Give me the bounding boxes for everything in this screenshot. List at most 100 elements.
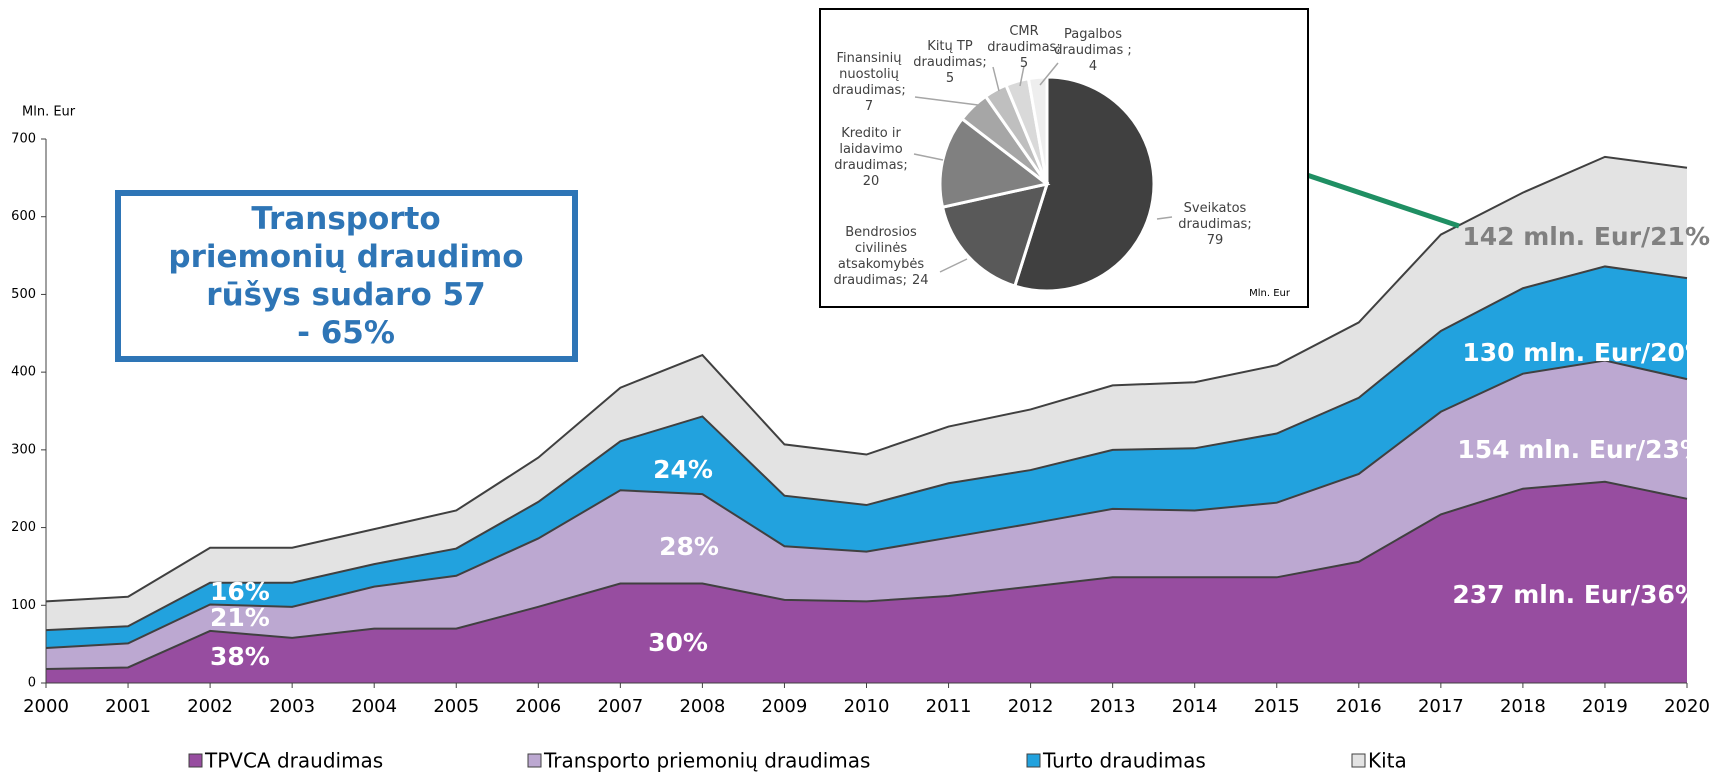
- y-tick-label: 400: [11, 365, 36, 380]
- y-tick-label: 200: [11, 520, 36, 535]
- area: [46, 266, 1687, 649]
- x-tick-label: 2005: [433, 696, 479, 717]
- pie-slice: [938, 116, 1051, 209]
- x-tick-label: 2016: [1336, 696, 1382, 717]
- x-tick-label: 2006: [515, 696, 561, 717]
- pie-label: Bendrosios civilinės atsakomybės draudimas;…: [834, 225, 929, 288]
- y-tick-label: 600: [11, 209, 36, 224]
- legend-label: Transporto priemonių draudimas: [543, 749, 870, 773]
- legend-label: TPVCA draudimas: [204, 749, 383, 773]
- x-tick-label: 2012: [1008, 696, 1054, 717]
- legend-swatch: [1026, 753, 1041, 768]
- x-tick-label: 2002: [187, 696, 233, 717]
- leader-line: [1019, 65, 1025, 87]
- x-tick-label: 2020: [1664, 696, 1710, 717]
- legend-swatch: [188, 753, 203, 768]
- pie-label-line: draudimas ;: [1054, 43, 1132, 58]
- pie-label-line: nuostolių: [839, 67, 899, 82]
- pie-label-line: draudimas;: [834, 273, 907, 288]
- x-tick-label: 2014: [1172, 696, 1218, 717]
- annotation: 16%: [210, 577, 270, 606]
- pie-value: 24: [912, 273, 929, 288]
- x-tick-label: 2017: [1418, 696, 1464, 717]
- annotation: 142 mln. Eur/21%: [1462, 222, 1710, 251]
- pie-label: Finansinių nuostolių draudimas; 7: [832, 51, 905, 114]
- x-tick-label: 2001: [105, 696, 151, 717]
- pie-label: Kitų TP draudimas; 5: [913, 39, 986, 86]
- x-tick-label: 2018: [1500, 696, 1546, 717]
- pie-label-line: Sveikatos: [1184, 201, 1247, 216]
- y-tick-label: 300: [11, 442, 36, 457]
- pie-label-line: Kitų TP: [927, 39, 973, 54]
- area: [46, 156, 1687, 631]
- pie-value: 5: [946, 71, 954, 86]
- legend-swatch: [527, 753, 542, 768]
- pie-label-line: Bendrosios: [845, 225, 917, 240]
- pie-value: 5: [1020, 56, 1028, 71]
- pie-label-line: laidavimo: [839, 142, 902, 157]
- x-tick-label: 2008: [679, 696, 725, 717]
- text-line: priemonių draudimo: [168, 239, 523, 275]
- x-tick-label: 2019: [1582, 696, 1628, 717]
- pie-label: Pagalbos draudimas ; 4: [1054, 27, 1132, 74]
- pie-label-line: Pagalbos: [1064, 27, 1122, 42]
- annotation: 21%: [210, 603, 270, 632]
- pie-slice: [940, 181, 1050, 288]
- leader-line: [914, 96, 979, 106]
- area: [46, 481, 1687, 683]
- pie-label: Sveikatos draudimas; 79: [1178, 201, 1251, 248]
- x-tick-label: 2004: [351, 696, 397, 717]
- pie-slice: [1012, 75, 1156, 293]
- y-axis-label: Mln. Eur: [22, 105, 76, 120]
- area-outline: [45, 359, 1688, 650]
- pie-value: 79: [1207, 233, 1224, 248]
- pie-units: Mln. Eur: [1249, 288, 1291, 299]
- leader-line: [913, 153, 944, 161]
- annotation: 154 mln. Eur/23%: [1457, 435, 1705, 464]
- pie-label-line: draudimas;: [987, 40, 1060, 55]
- x-tick-label: 2009: [762, 696, 808, 717]
- pie-label-line: atsakomybės: [838, 257, 924, 272]
- text-line: - 65%: [297, 315, 395, 351]
- x-tick-label: 2010: [844, 696, 890, 717]
- area-outline: [45, 265, 1688, 632]
- area-outline: [45, 480, 1688, 671]
- text-box: [115, 190, 578, 362]
- x-tick-label: 2011: [926, 696, 972, 717]
- leader-line: [939, 258, 968, 273]
- pie-value: 7: [865, 99, 873, 114]
- pie-label-line: CMR: [1009, 24, 1038, 39]
- area: [46, 360, 1687, 670]
- x-tick-label: 2015: [1254, 696, 1300, 717]
- text-line: rūšys sudaro 57: [206, 277, 485, 313]
- annotation: 24%: [653, 455, 713, 484]
- legend-label: Turto draudimas: [1042, 749, 1206, 773]
- pie-label-line: Kredito ir: [841, 126, 901, 141]
- leader-line: [992, 66, 1000, 92]
- leader-line: [1156, 216, 1173, 220]
- annotation: 38%: [210, 642, 270, 671]
- x-tick-label: 2007: [597, 696, 643, 717]
- area-outline: [45, 155, 1688, 603]
- x-tick-label: 2013: [1090, 696, 1136, 717]
- pie-label: CMR draudimas; 5: [987, 24, 1060, 71]
- pie-label-line: civilinės: [855, 241, 908, 256]
- annotation: 130 mln. Eur/20%: [1462, 338, 1710, 367]
- y-tick-label: 700: [11, 132, 36, 147]
- legend-label: Kita: [1368, 749, 1407, 773]
- annotation: 30%: [648, 628, 708, 657]
- text-line: Transporto: [251, 201, 440, 237]
- pie-label-line: Finansinių: [836, 51, 901, 66]
- pie-label: Kredito ir laidavimo draudimas; 20: [834, 126, 907, 189]
- annotation: 237 mln. Eur/36%: [1452, 580, 1700, 609]
- x-tick-label: 2000: [23, 696, 69, 717]
- leader-line: [1039, 62, 1059, 86]
- annotation: 28%: [659, 532, 719, 561]
- pie-label-line: draudimas;: [834, 158, 907, 173]
- pie-value: 4: [1089, 59, 1097, 74]
- pie-value: 20: [863, 174, 880, 189]
- y-tick-label: 100: [11, 598, 36, 613]
- y-tick-label: 500: [11, 287, 36, 302]
- legend-swatch: [1351, 753, 1366, 768]
